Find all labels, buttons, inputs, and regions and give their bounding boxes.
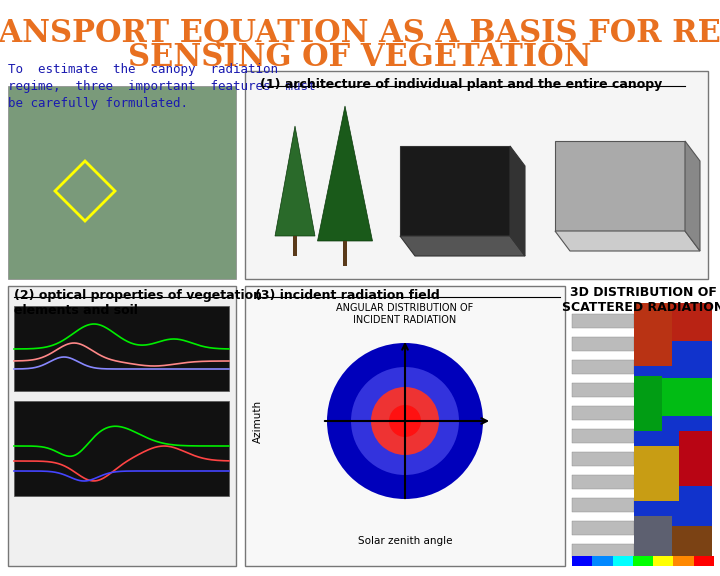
Bar xyxy=(634,303,672,366)
Bar xyxy=(672,526,712,561)
Bar xyxy=(343,241,347,266)
Bar xyxy=(672,303,712,341)
Bar xyxy=(572,314,634,328)
Ellipse shape xyxy=(389,405,421,437)
Bar xyxy=(662,378,712,416)
Text: ANGULAR DISTRIBUTION OF
INCIDENT RADIATION: ANGULAR DISTRIBUTION OF INCIDENT RADIATI… xyxy=(336,303,474,325)
Bar xyxy=(673,556,693,566)
Polygon shape xyxy=(685,141,700,251)
Bar xyxy=(572,337,634,351)
Bar xyxy=(572,475,634,489)
Text: (1) architecture of individual plant and the entire canopy: (1) architecture of individual plant and… xyxy=(260,78,662,91)
Text: Azimuth: Azimuth xyxy=(253,399,263,442)
Bar xyxy=(633,556,653,566)
Bar xyxy=(572,544,634,558)
Bar xyxy=(245,286,565,566)
Bar xyxy=(572,452,634,466)
Text: (2) optical properties of vegetation
elements and soil: (2) optical properties of vegetation ele… xyxy=(14,289,262,317)
Bar xyxy=(634,303,712,561)
Bar xyxy=(653,556,673,566)
Polygon shape xyxy=(555,141,685,231)
Text: Solar zenith angle: Solar zenith angle xyxy=(358,536,452,546)
Polygon shape xyxy=(318,106,372,241)
Bar xyxy=(634,516,672,561)
Text: (3) incident radiation field: (3) incident radiation field xyxy=(255,289,440,302)
Bar xyxy=(14,401,229,496)
Bar xyxy=(14,306,229,391)
Polygon shape xyxy=(510,146,525,256)
Bar xyxy=(572,498,634,512)
Text: 3D TRANSPORT EQUATION AS A BASIS FOR REMOTE: 3D TRANSPORT EQUATION AS A BASIS FOR REM… xyxy=(0,18,720,49)
Text: 3D DISTRIBUTION OF
SCATTERED RADIATION: 3D DISTRIBUTION OF SCATTERED RADIATION xyxy=(562,286,720,314)
Bar xyxy=(613,556,633,566)
Bar xyxy=(693,556,714,566)
Bar xyxy=(572,556,593,566)
Bar xyxy=(8,286,236,566)
Bar xyxy=(572,521,634,535)
Bar xyxy=(572,406,634,420)
Bar xyxy=(572,429,634,443)
Ellipse shape xyxy=(351,367,459,475)
Bar xyxy=(572,383,634,397)
Bar xyxy=(634,376,662,431)
Bar xyxy=(293,236,297,256)
Bar xyxy=(634,446,679,501)
Bar xyxy=(593,556,613,566)
Polygon shape xyxy=(275,126,315,236)
Ellipse shape xyxy=(327,343,483,499)
Text: To  estimate  the  canopy  radiation
regime,  three  important  features  must
b: To estimate the canopy radiation regime,… xyxy=(8,63,315,110)
Bar xyxy=(679,431,712,486)
Ellipse shape xyxy=(371,387,439,455)
Bar xyxy=(245,71,708,279)
Bar xyxy=(8,86,236,279)
Text: SENSING OF VEGETATION: SENSING OF VEGETATION xyxy=(128,42,592,73)
Bar xyxy=(572,360,634,374)
Polygon shape xyxy=(555,231,700,251)
Polygon shape xyxy=(400,236,525,256)
Polygon shape xyxy=(400,146,510,236)
